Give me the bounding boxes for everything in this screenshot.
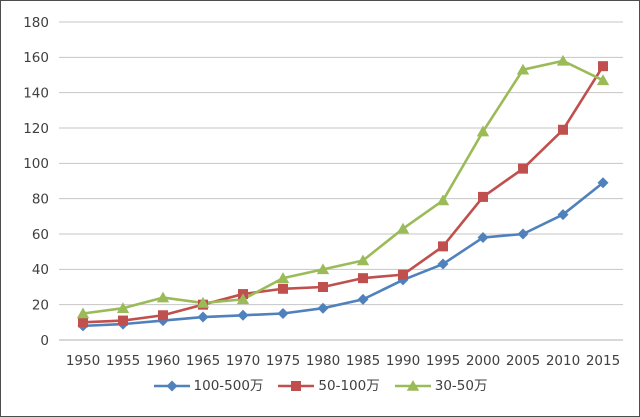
legend-item-0: 100-500万	[153, 378, 264, 394]
data-point-0-2015	[597, 177, 609, 189]
data-point-1-1995	[438, 241, 448, 252]
x-tick-label: 1995	[426, 353, 460, 369]
chart-legend: 100-500万 50-100万 30-50万	[1, 379, 639, 393]
data-point-0-1995	[437, 258, 449, 270]
y-tick-label: 0	[40, 333, 49, 349]
data-point-2-2005	[516, 63, 530, 75]
legend-marker-0	[166, 380, 178, 392]
data-point-0-1965	[197, 311, 209, 323]
data-point-1-1980	[318, 282, 328, 292]
y-tick-label: 80	[32, 191, 49, 207]
x-tick-label: 2000	[466, 353, 500, 369]
x-tick-label: 2015	[586, 353, 620, 369]
y-tick-label: 180	[23, 15, 49, 31]
x-tick-label: 2005	[506, 353, 540, 369]
data-point-1-2010	[558, 124, 568, 135]
x-tick-label: 1950	[66, 353, 100, 369]
data-point-2-1965	[196, 296, 210, 308]
series-line-0	[81, 181, 605, 328]
legend-label-2: 30-50万	[434, 378, 488, 394]
y-tick-label: 40	[32, 262, 49, 278]
y-tick-label: 140	[23, 85, 49, 101]
data-point-2-1980	[316, 263, 330, 275]
y-tick-label: 20	[32, 297, 49, 313]
x-tick-label: 1960	[146, 353, 180, 369]
x-tick-label: 1985	[346, 353, 380, 369]
data-point-2-2000	[476, 125, 490, 137]
legend-marker-1	[291, 381, 302, 391]
legend-label-1: 50-100万	[318, 378, 380, 394]
data-point-0-2000	[477, 232, 489, 244]
data-point-2-1975	[276, 272, 290, 283]
data-point-2-1970	[236, 293, 250, 305]
data-point-0-2010	[557, 209, 569, 221]
data-point-1-1960	[158, 310, 168, 321]
data-point-2-1990	[396, 222, 410, 234]
x-tick-label: 1980	[306, 353, 340, 369]
data-point-2-1950	[76, 307, 90, 319]
legend-marker-2	[406, 380, 419, 391]
data-point-1-2015	[598, 61, 608, 72]
data-point-2-1955	[116, 302, 130, 313]
x-tick-label: 1970	[226, 353, 260, 369]
data-point-1-1950	[78, 317, 88, 328]
y-tick-label: 120	[23, 121, 49, 137]
data-point-2-1960	[156, 291, 170, 303]
data-point-1-2005	[518, 163, 528, 174]
legend-item-2: 30-50万	[394, 378, 488, 394]
legend-item-1: 50-100万	[277, 378, 380, 394]
y-tick-label: 60	[32, 227, 49, 243]
y-tick-label: 160	[23, 50, 49, 66]
series-line-2	[81, 59, 605, 315]
x-tick-label: 1955	[106, 353, 140, 369]
data-point-2-2015	[596, 74, 610, 86]
x-tick-label: 1975	[266, 353, 300, 369]
y-tick-label: 100	[23, 156, 49, 172]
data-point-1-2000	[478, 191, 488, 202]
data-point-0-1970	[237, 309, 249, 321]
x-tick-label: 1965	[186, 353, 220, 369]
data-point-1-1955	[118, 315, 128, 326]
legend-label-0: 100-500万	[193, 378, 264, 394]
data-point-2-1995	[436, 194, 450, 206]
legend-marker-diamond-icon	[153, 380, 190, 392]
legend-marker-square-icon	[278, 381, 315, 391]
data-point-1-1975	[278, 283, 288, 294]
data-point-1-1985	[358, 273, 368, 284]
data-point-0-1980	[317, 302, 329, 314]
series-line-1	[81, 64, 605, 324]
data-point-0-1975	[277, 308, 289, 319]
data-point-2-1985	[356, 254, 370, 266]
legend-marker-triangle-icon	[394, 380, 431, 391]
data-point-1-1990	[398, 269, 408, 280]
x-tick-label: 1990	[386, 353, 420, 369]
data-point-2-2010	[556, 54, 570, 66]
x-tick-label: 2010	[546, 353, 580, 369]
data-point-0-1985	[357, 293, 369, 305]
data-point-0-2005	[517, 228, 529, 240]
